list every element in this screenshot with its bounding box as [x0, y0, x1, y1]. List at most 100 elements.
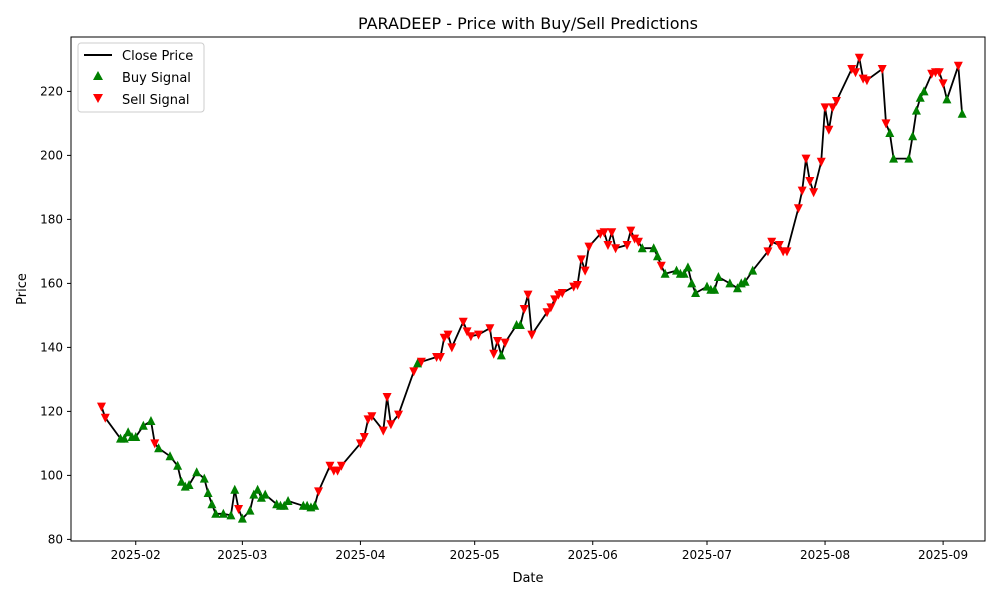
buy-signal-marker: [679, 268, 689, 278]
sell-signal-marker: [851, 68, 861, 78]
buy-signal-marker: [226, 510, 236, 520]
sell-signal-marker: [493, 337, 503, 346]
buy-signal-marker: [154, 443, 164, 453]
x-axis: 2025-02 2025-03 2025-04 2025-05 2025-06 2025-…: [111, 541, 968, 562]
buy-signal-marker: [710, 284, 720, 294]
chart-title: PARADEEP - Price with Buy/Sell Predictio…: [358, 14, 698, 33]
sell-signal-marker: [656, 261, 666, 271]
sell-signal-marker: [386, 420, 396, 430]
buy-signal-marker: [165, 451, 175, 461]
x-tick-label: 2025-08: [800, 548, 850, 562]
sell-signal-marker: [550, 295, 560, 305]
y-tick-label: 220: [40, 84, 63, 98]
buy-signal-marker: [173, 460, 183, 470]
buy-signal-marker: [310, 500, 320, 510]
sell-signal-marker: [831, 97, 841, 106]
buy-signal-marker: [184, 480, 194, 489]
buy-signal-marker: [691, 288, 701, 297]
x-tick-label: 2025-06: [568, 548, 618, 562]
buy-signal-marker: [146, 416, 156, 425]
sell-signal-marker: [382, 393, 392, 402]
sell-signal-marker: [801, 154, 811, 164]
buy-signal-marker: [211, 508, 221, 518]
sell-signal-marker: [435, 353, 445, 362]
sell-signal-marker: [934, 68, 944, 78]
x-tick-label: 2025-02: [111, 548, 161, 562]
plot-area: [70, 36, 986, 542]
sell-signal-marker: [394, 410, 404, 420]
sell-signal-marker: [527, 330, 537, 340]
buy-signal-marker: [123, 427, 133, 437]
buy-signal-marker: [748, 265, 758, 275]
legend-label-buy: Buy Signal: [122, 71, 191, 86]
sell-signal-marker: [599, 228, 609, 238]
sell-signal-marker: [820, 103, 830, 113]
sell-signal-marker: [443, 330, 453, 340]
sell-signal-marker: [611, 244, 621, 254]
buy-signal-marker: [687, 278, 697, 288]
buy-signal-marker: [637, 243, 647, 253]
buy-signal-marker: [176, 476, 186, 486]
sell-signal-marker: [314, 487, 324, 497]
sell-signal-marker: [633, 237, 643, 247]
sell-signal-marker: [793, 204, 803, 214]
buy-signal-marker: [957, 108, 967, 118]
sell-signal-marker: [500, 338, 510, 348]
buy-signal-marker: [885, 128, 895, 137]
buy-signal-marker: [192, 467, 202, 477]
buy-signal-marker: [889, 153, 899, 163]
buy-signal-marker: [652, 251, 662, 261]
x-tick-label: 2025-05: [450, 548, 500, 562]
sell-signal-marker: [603, 241, 613, 250]
sell-signal-marker: [557, 289, 567, 298]
legend-label-close: Close Price: [122, 49, 193, 64]
buy-signal-marker: [496, 350, 506, 360]
sell-signal-marker: [805, 177, 815, 186]
sell-signal-marker: [466, 332, 476, 342]
sell-signal-marker: [881, 119, 891, 129]
buy-signal-marker: [649, 243, 659, 253]
x-tick-label: 2025-07: [682, 548, 732, 562]
sell-signal-marker: [607, 228, 617, 238]
y-tick-label: 120: [40, 404, 63, 418]
buy-signal-marker: [740, 276, 750, 286]
sell-signal-marker: [953, 61, 963, 71]
buy-signal-marker: [915, 92, 925, 102]
y-tick-label: 80: [48, 532, 63, 546]
buy-signal-marker: [279, 500, 289, 510]
buy-signal-marker: [249, 489, 259, 499]
sell-signal-marker: [458, 317, 468, 327]
plot-content: [96, 53, 967, 523]
sell-signal-marker: [767, 237, 777, 247]
buy-signal-marker: [713, 272, 723, 281]
sell-signal-marker: [409, 367, 419, 377]
buy-signal-marker: [218, 508, 228, 518]
y-tick-label: 100: [40, 468, 63, 482]
sell-signal-marker: [580, 266, 590, 276]
sell-signal-marker: [473, 330, 483, 340]
sell-signal-marker: [862, 76, 872, 86]
buy-signal-marker: [203, 488, 213, 497]
sell-signal-marker: [519, 305, 529, 314]
buy-signal-marker: [207, 499, 217, 509]
sell-signal-marker: [325, 461, 335, 471]
sell-signal-marker: [584, 242, 594, 252]
sell-signal-marker: [828, 103, 838, 113]
sell-signal-marker: [763, 247, 773, 257]
y-tick-label: 180: [40, 212, 63, 226]
x-tick-label: 2025-09: [918, 548, 968, 562]
sell-signal-marker: [359, 433, 369, 442]
sell-signal-marker: [485, 324, 495, 334]
buy-signal-marker: [253, 484, 263, 494]
buy-signal-marker: [230, 484, 240, 494]
buy-signal-marker: [904, 153, 914, 163]
buy-signal-marker: [683, 262, 693, 272]
sell-signal-marker: [355, 439, 365, 449]
buy-signal-marker: [283, 496, 293, 505]
sell-signal-marker: [622, 241, 632, 250]
buy-signal-marker: [515, 320, 525, 329]
x-tick-label: 2025-04: [335, 548, 385, 562]
legend-box: [77, 42, 205, 113]
